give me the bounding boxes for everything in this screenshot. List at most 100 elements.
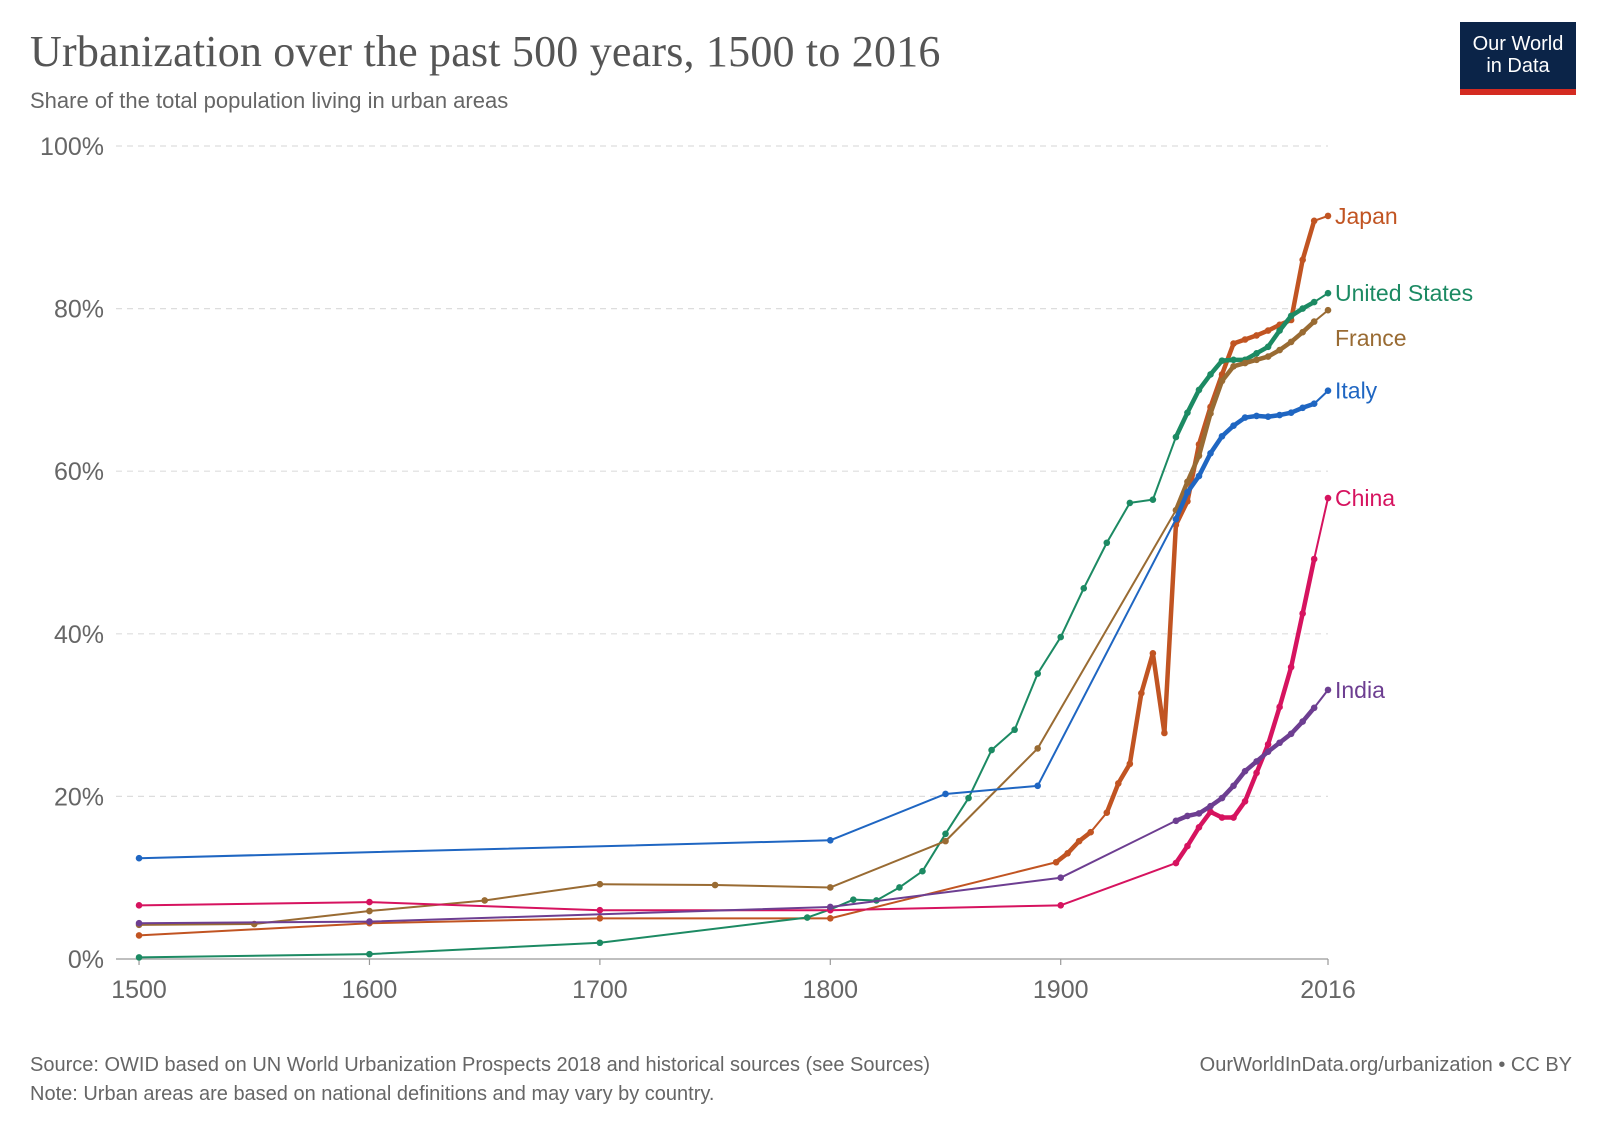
data-point[interactable]: [1103, 809, 1111, 816]
data-point[interactable]: [1230, 814, 1237, 821]
data-point[interactable]: [1218, 814, 1226, 821]
data-point[interactable]: [1034, 670, 1041, 677]
data-point[interactable]: [1253, 350, 1260, 357]
data-point[interactable]: [1184, 409, 1191, 416]
data-point[interactable]: [1241, 797, 1249, 805]
data-point[interactable]: [135, 932, 143, 939]
data-point[interactable]: [1195, 452, 1203, 460]
data-point[interactable]: [366, 898, 373, 906]
data-point[interactable]: [1253, 769, 1260, 777]
data-point[interactable]: [896, 884, 903, 891]
data-point[interactable]: [135, 919, 143, 927]
data-point[interactable]: [1184, 842, 1191, 850]
data-point[interactable]: [1207, 802, 1214, 810]
data-point[interactable]: [988, 746, 995, 754]
series-united-states[interactable]: [135, 289, 1332, 961]
data-point[interactable]: [1230, 782, 1237, 790]
data-point[interactable]: [1034, 745, 1041, 752]
data-point[interactable]: [1149, 496, 1157, 503]
data-point[interactable]: [1241, 767, 1249, 775]
data-point[interactable]: [1241, 414, 1249, 421]
data-point[interactable]: [942, 790, 949, 798]
data-point[interactable]: [1103, 539, 1111, 547]
data-point[interactable]: [1195, 472, 1203, 480]
data-point[interactable]: [826, 884, 834, 891]
data-point[interactable]: [1310, 217, 1318, 225]
data-point[interactable]: [1184, 812, 1191, 820]
data-point[interactable]: [1299, 404, 1306, 412]
data-point[interactable]: [1264, 343, 1272, 351]
series-italy[interactable]: [135, 387, 1332, 862]
data-point[interactable]: [1218, 794, 1226, 802]
data-point[interactable]: [1052, 858, 1060, 866]
series-france[interactable]: [135, 306, 1332, 929]
data-point[interactable]: [135, 854, 143, 862]
data-point[interactable]: [596, 880, 604, 888]
data-point[interactable]: [1324, 686, 1332, 694]
data-point[interactable]: [942, 837, 949, 845]
data-point[interactable]: [1310, 400, 1318, 408]
data-point[interactable]: [919, 867, 926, 875]
data-point[interactable]: [1253, 412, 1260, 420]
data-point[interactable]: [1207, 371, 1214, 378]
data-point[interactable]: [1057, 902, 1065, 909]
data-point[interactable]: [1184, 478, 1191, 486]
data-point[interactable]: [1276, 327, 1283, 334]
data-point[interactable]: [1218, 432, 1226, 440]
data-point[interactable]: [481, 897, 488, 904]
series-india[interactable]: [135, 686, 1332, 927]
data-point[interactable]: [1057, 874, 1065, 881]
data-point[interactable]: [1064, 850, 1071, 857]
data-point[interactable]: [1324, 289, 1332, 297]
data-point[interactable]: [1264, 413, 1272, 421]
data-point[interactable]: [826, 915, 834, 922]
data-point[interactable]: [1299, 305, 1306, 312]
data-point[interactable]: [850, 896, 857, 903]
data-point[interactable]: [1299, 256, 1306, 264]
data-point[interactable]: [1287, 663, 1295, 671]
data-point[interactable]: [1324, 387, 1332, 395]
data-point[interactable]: [1276, 346, 1283, 354]
data-point[interactable]: [1230, 356, 1237, 364]
data-point[interactable]: [1126, 499, 1134, 507]
data-point[interactable]: [1264, 748, 1272, 755]
data-point[interactable]: [1080, 584, 1088, 592]
data-point[interactable]: [1310, 704, 1318, 712]
data-point[interactable]: [1207, 450, 1214, 457]
data-point[interactable]: [942, 830, 949, 838]
data-point[interactable]: [1324, 306, 1332, 314]
data-point[interactable]: [596, 939, 604, 947]
data-point[interactable]: [1287, 338, 1295, 346]
data-point[interactable]: [1299, 718, 1306, 725]
data-point[interactable]: [1287, 312, 1295, 320]
data-point[interactable]: [1161, 729, 1168, 737]
data-point[interactable]: [1184, 489, 1191, 496]
data-point[interactable]: [1264, 741, 1272, 748]
data-point[interactable]: [711, 881, 719, 889]
owid-logo[interactable]: Our World in Data: [1460, 22, 1576, 95]
data-point[interactable]: [366, 918, 373, 925]
data-point[interactable]: [1230, 422, 1237, 429]
data-point[interactable]: [1310, 555, 1318, 563]
data-point[interactable]: [135, 902, 143, 909]
data-point[interactable]: [1253, 332, 1260, 339]
data-point[interactable]: [1172, 515, 1180, 523]
data-point[interactable]: [1075, 837, 1083, 845]
data-point[interactable]: [596, 906, 604, 914]
data-point[interactable]: [1241, 359, 1249, 367]
data-point[interactable]: [1230, 363, 1237, 370]
data-point[interactable]: [1172, 817, 1180, 825]
data-point[interactable]: [1149, 650, 1157, 657]
data-point[interactable]: [1207, 410, 1214, 417]
data-point[interactable]: [366, 950, 373, 958]
data-point[interactable]: [1172, 859, 1180, 867]
series-china[interactable]: [135, 494, 1332, 914]
data-point[interactable]: [1276, 411, 1283, 419]
data-point[interactable]: [1276, 703, 1283, 711]
data-point[interactable]: [1324, 212, 1332, 220]
data-point[interactable]: [1138, 689, 1145, 697]
data-point[interactable]: [1253, 758, 1260, 765]
data-point[interactable]: [826, 837, 834, 844]
data-point[interactable]: [135, 954, 143, 961]
data-point[interactable]: [1310, 298, 1318, 306]
